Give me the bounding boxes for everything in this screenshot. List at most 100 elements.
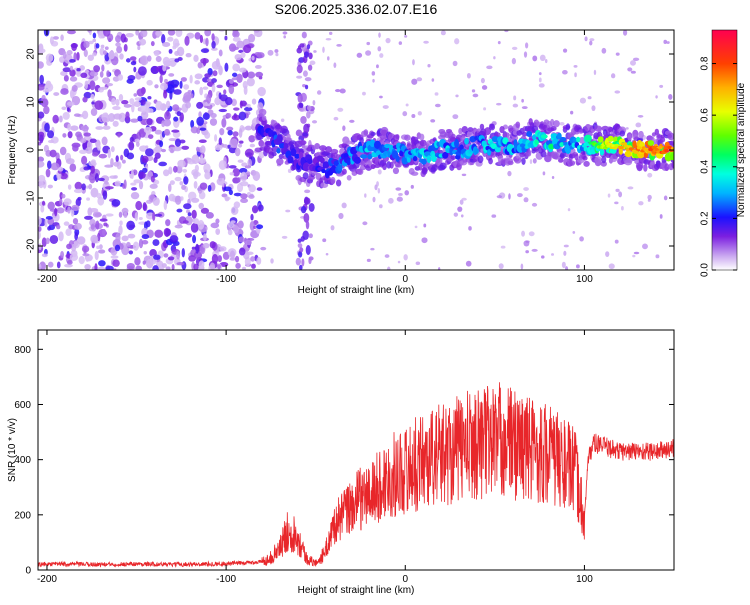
heatmap-cell — [82, 253, 90, 257]
y-tick-label: 10 — [26, 96, 37, 108]
heatmap-cell — [140, 30, 148, 38]
heatmap-cell — [542, 171, 546, 176]
heatmap-cell — [45, 53, 54, 63]
heatmap-cell — [455, 94, 459, 98]
heatmap-cell — [38, 263, 42, 270]
heatmap-cell — [418, 162, 423, 171]
heatmap-cell — [377, 46, 382, 52]
heatmap-cell — [233, 201, 241, 209]
heatmap-cell — [215, 228, 221, 235]
heatmap-cell — [183, 203, 192, 210]
heatmap-cell — [97, 31, 104, 39]
heatmap-cell — [197, 219, 205, 230]
heatmap-cell — [125, 32, 134, 38]
heatmap-cell — [307, 64, 313, 71]
heatmap-cell — [627, 67, 633, 72]
heatmap-cell — [121, 235, 129, 242]
heatmap-cell — [237, 177, 241, 183]
heatmap-cell — [59, 198, 63, 206]
heatmap-cell — [141, 155, 149, 164]
heatmap-cell — [655, 254, 660, 259]
heatmap-cell — [231, 98, 237, 107]
heatmap-cell — [459, 144, 464, 151]
heatmap-cell — [110, 146, 115, 153]
heatmap-cell — [149, 183, 158, 189]
heatmap-cell — [113, 175, 118, 179]
heatmap-cell — [195, 243, 200, 254]
heatmap-cell — [471, 89, 476, 93]
heatmap-cell — [523, 51, 528, 58]
heatmap-cell — [627, 133, 632, 141]
heatmap-cell — [353, 156, 362, 164]
heatmap-cell — [83, 132, 92, 137]
heatmap-cell — [216, 84, 223, 89]
heatmap-cell — [302, 132, 308, 137]
heatmap-cell — [618, 191, 623, 198]
heatmap-cell — [83, 49, 88, 58]
heatmap-cell — [75, 131, 82, 138]
heatmap-cell — [461, 173, 467, 177]
heatmap-cell — [225, 112, 232, 118]
snr-x-ticks: -200 -100 0 100 — [37, 330, 593, 585]
heatmap-cell — [163, 200, 168, 211]
heatmap-cell — [267, 49, 274, 56]
heatmap-cell — [250, 213, 254, 221]
heatmap-cell — [74, 222, 82, 230]
heatmap-cell — [377, 187, 381, 194]
heatmap-cell — [104, 122, 108, 126]
heatmap-cell — [621, 206, 624, 211]
heatmap-cell — [146, 118, 153, 126]
heatmap-cell — [232, 168, 240, 177]
heatmap-cell — [66, 243, 72, 250]
y-tick-label: -20 — [26, 238, 37, 253]
heatmap-cell — [538, 77, 542, 83]
heatmap-cell — [532, 158, 537, 164]
heatmap-cell — [76, 51, 80, 61]
heatmap-cell — [303, 213, 310, 223]
heatmap-cell — [167, 30, 176, 36]
heatmap-cell — [562, 70, 568, 75]
heatmap-cell — [312, 99, 316, 106]
heatmap-cell — [80, 125, 89, 132]
heatmap-cell — [140, 98, 146, 106]
heatmap-cell — [591, 105, 596, 112]
heatmap-cell — [202, 112, 210, 120]
heatmap-cell — [229, 172, 235, 176]
heatmap-cell — [61, 193, 66, 199]
heatmap-cell — [302, 162, 310, 172]
heatmap-cell — [541, 255, 545, 259]
heatmap-cell — [308, 52, 313, 60]
heatmap-cell — [223, 186, 232, 192]
heatmap-cell — [367, 153, 373, 160]
heatmap-cell — [67, 30, 76, 35]
heatmap-cell — [565, 123, 571, 131]
heatmap-cell — [189, 74, 193, 84]
heatmap-cell — [567, 208, 571, 212]
heatmap-cell — [190, 222, 199, 233]
heatmap-cell — [305, 244, 311, 255]
heatmap-cell — [466, 72, 471, 79]
heatmap-cell — [94, 213, 102, 217]
heatmap-cell — [414, 225, 418, 229]
heatmap-cell — [563, 250, 567, 256]
heatmap-cell — [565, 266, 569, 270]
heatmap-cell — [236, 73, 243, 84]
heatmap-cell — [630, 70, 636, 74]
heatmap-cell — [297, 93, 303, 103]
heatmap-cell — [218, 137, 223, 146]
heatmap-cell — [64, 263, 73, 268]
heatmap-cell — [229, 250, 236, 260]
heatmap-cell — [647, 194, 652, 200]
heatmap-cell — [460, 214, 464, 218]
heatmap-cell — [161, 120, 166, 128]
heatmap-cell — [562, 48, 568, 53]
heatmap-cell — [60, 70, 68, 77]
heatmap-cell — [141, 234, 150, 240]
heatmap-cell — [80, 72, 88, 79]
x-tick-label: 100 — [576, 274, 593, 285]
heatmap-cell — [597, 127, 602, 134]
heatmap-cell — [319, 157, 325, 164]
heatmap-cell — [211, 78, 217, 83]
heatmap-cell — [148, 134, 154, 140]
